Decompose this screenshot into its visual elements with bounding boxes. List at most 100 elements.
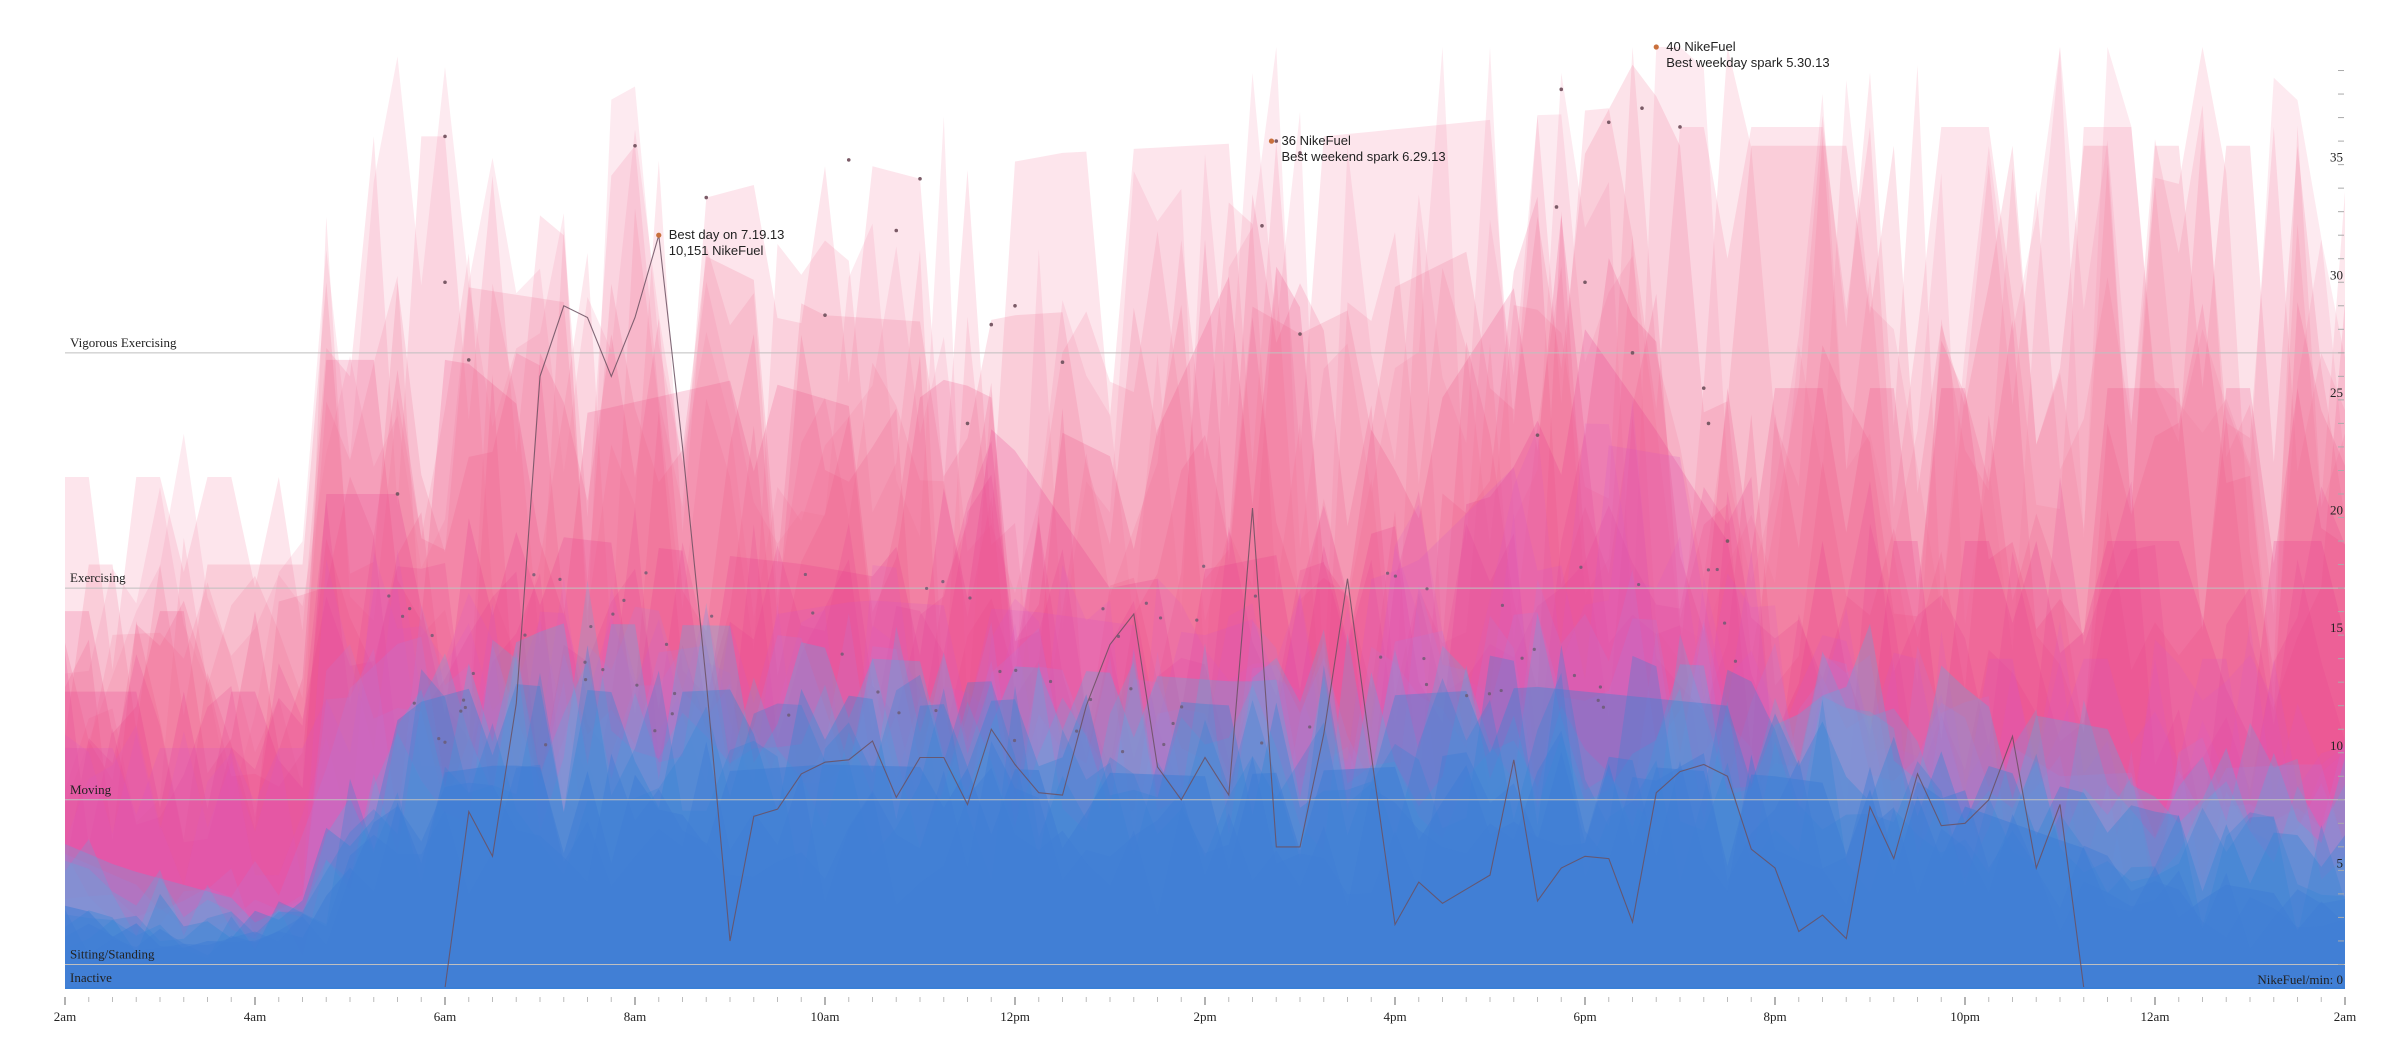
minor-marker (437, 736, 441, 741)
annotation-text-2-1: Best weekday spark 5.30.13 (1666, 55, 1829, 70)
minor-marker (583, 660, 587, 664)
minor-marker (1308, 725, 1312, 729)
minor-marker (1120, 749, 1125, 754)
minor-marker (1101, 607, 1105, 611)
annotation-text-2-0: 40 NikeFuel (1666, 39, 1735, 54)
minor-marker (968, 596, 972, 600)
minor-marker (601, 667, 605, 672)
minor-marker (1572, 673, 1577, 678)
minor-marker (635, 683, 639, 687)
peak-markers (387, 45, 1738, 754)
minor-marker (673, 691, 677, 696)
minor-marker (897, 711, 901, 715)
minor-marker (1422, 656, 1426, 661)
annotation-text-1-1: Best weekend spark 6.29.13 (1282, 149, 1446, 164)
level-label-4: Vigorous Exercising (70, 335, 177, 350)
peak-marker (1640, 106, 1644, 110)
x-tick-label: 4pm (1383, 1009, 1406, 1024)
minor-marker (1088, 697, 1093, 702)
minor-marker (1715, 567, 1719, 572)
y-tick-label: 30 (2330, 267, 2343, 282)
minor-marker (611, 612, 615, 616)
annotation-dot-1 (1268, 138, 1275, 144)
peak-marker (1013, 303, 1017, 308)
minor-marker (1487, 692, 1492, 696)
minor-marker (1195, 618, 1199, 622)
annotation-text-0-0: Best day on 7.19.13 (669, 227, 785, 242)
x-tick-label: 6pm (1573, 1009, 1596, 1024)
x-baseline (65, 987, 2345, 989)
minor-marker (408, 607, 412, 611)
minor-marker (1379, 655, 1383, 659)
minor-marker (544, 743, 548, 747)
peak-marker (823, 313, 827, 317)
peak-marker (846, 158, 851, 162)
minor-marker (1425, 587, 1429, 591)
peak-marker (1725, 539, 1730, 543)
activity-layer-0-0 (65, 108, 2345, 988)
peak-marker (704, 195, 709, 200)
peak-marker (1260, 223, 1264, 228)
y-tick-label: 20 (2330, 503, 2343, 518)
peak-marker (1298, 332, 1302, 336)
minor-marker (1465, 694, 1469, 698)
minor-marker (430, 633, 434, 638)
minor-marker (1260, 741, 1264, 745)
peak-marker (1701, 386, 1706, 390)
x-axis: 2am 4am 6am 8am 10am 12pm 2pm 4pm 6pm 8pm 10pm 12am… (54, 987, 2356, 1024)
minor-marker (532, 573, 536, 577)
x-tick-label: 12pm (1000, 1009, 1030, 1024)
y-tick-label: 35 (2330, 150, 2343, 165)
minor-marker (653, 729, 657, 733)
minor-marker (1706, 568, 1710, 572)
minor-marker (1129, 687, 1133, 691)
annotation-text-1-0: 36 NikeFuel (1282, 133, 1351, 148)
minor-marker (1116, 634, 1121, 638)
minor-marker (1012, 738, 1017, 743)
y-tick-label: 5 (2337, 855, 2344, 870)
minor-marker (523, 633, 527, 637)
annotation-text-0-1: 10,151 NikeFuel (669, 243, 764, 258)
minor-marker (1180, 705, 1184, 709)
minor-marker (471, 671, 475, 676)
minor-marker (1733, 659, 1738, 663)
minor-marker (1637, 582, 1641, 587)
activity-layer-0-2 (65, 47, 2345, 988)
level-label-1: Sitting/Standing (70, 946, 155, 961)
peak-marker (443, 280, 447, 285)
x-tick-label: 4am (244, 1009, 266, 1024)
minor-marker (1202, 564, 1206, 568)
minor-marker (1144, 601, 1148, 605)
minor-marker (644, 571, 648, 575)
peak-marker (1678, 125, 1682, 129)
peak-marker (989, 322, 994, 327)
peak-marker (443, 134, 447, 139)
minor-marker (1532, 647, 1536, 651)
x-tick-label: 2pm (1193, 1009, 1216, 1024)
level-label-0: Inactive (70, 970, 112, 985)
minor-marker (1424, 682, 1429, 687)
minor-marker (811, 611, 815, 615)
peak-marker (918, 176, 922, 181)
minor-marker (787, 713, 791, 717)
x-tick-label: 8pm (1763, 1009, 1786, 1024)
activity-layers (65, 47, 2345, 989)
peak-marker (1606, 120, 1611, 125)
minor-marker (459, 709, 463, 713)
peak-marker (1298, 151, 1302, 155)
minor-marker (387, 594, 391, 598)
minor-marker (1500, 603, 1505, 607)
minor-marker (670, 712, 674, 716)
peak-marker (633, 144, 637, 148)
minor-marker (1601, 705, 1606, 709)
y-tick-label: 15 (2330, 620, 2343, 635)
minor-marker (803, 572, 807, 577)
minor-marker (1598, 685, 1602, 689)
x-tick-label: 6am (434, 1009, 456, 1024)
y-axis: 5 10 15 20 25 30 35 NikeFuel/min: 0 (2257, 70, 2344, 987)
minor-marker (461, 698, 466, 702)
peak-marker (1559, 87, 1564, 92)
peak-marker (1554, 205, 1559, 209)
minor-marker (876, 690, 880, 694)
